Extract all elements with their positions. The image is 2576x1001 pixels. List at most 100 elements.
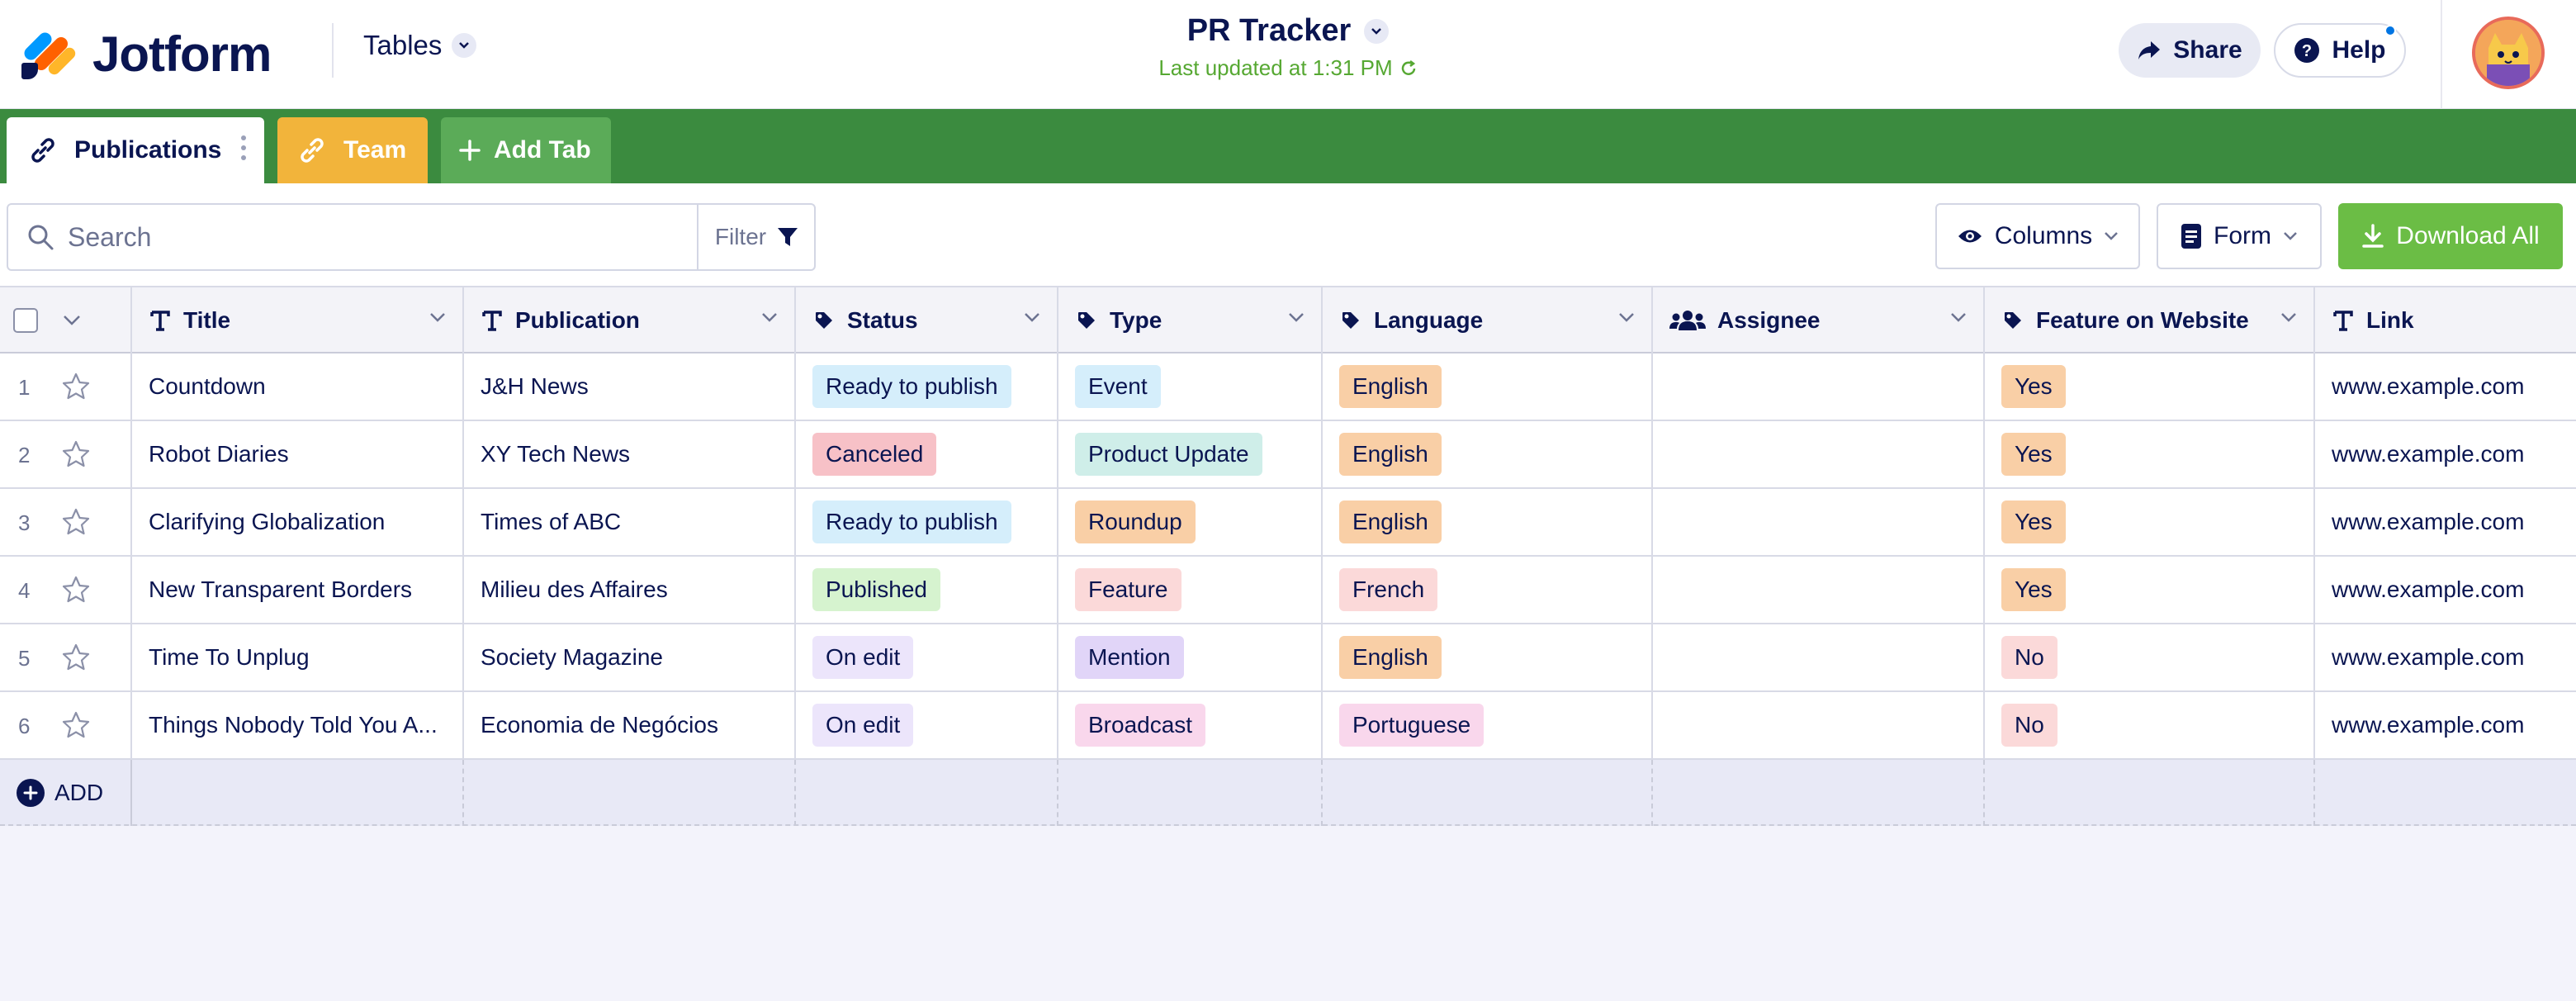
status-tag: Published [812,568,940,611]
column-header-status[interactable]: Status [796,287,1058,353]
brand-name: Jotform [92,26,272,82]
cell-feature[interactable]: Yes [1985,489,2315,555]
download-all-button[interactable]: Download All [2338,203,2563,269]
column-header-type[interactable]: Type [1058,287,1323,353]
add-row-button[interactable]: ADD [0,760,132,826]
cell-link[interactable]: www.example.com [2315,624,2576,690]
cell-type[interactable]: Mention [1058,624,1323,690]
tab-publications[interactable]: Publications [7,117,264,183]
table-row[interactable]: 3 Clarifying Globalization Times of ABC Rea… [0,489,2576,557]
chevron-down-icon[interactable] [63,315,81,326]
cell-title[interactable]: Things Nobody Told You A... [132,692,464,758]
status-tag: Ready to publish [812,500,1011,543]
star-icon[interactable] [61,372,91,401]
cell-status[interactable]: Ready to publish [796,353,1058,420]
column-header-assignee[interactable]: Assignee [1653,287,1985,353]
table-title-area: PR Tracker Last updated at 1:31 PM [1139,13,1437,81]
cell-title[interactable]: Clarifying Globalization [132,489,464,555]
cell-language[interactable]: English [1323,421,1653,487]
tab-options-icon[interactable] [241,135,246,160]
help-button[interactable]: ? Help [2274,23,2406,78]
star-icon[interactable] [61,643,91,672]
columns-button[interactable]: Columns [1935,203,2140,269]
page-title: PR Tracker [1186,13,1352,48]
column-header-feature-on-website[interactable]: Feature on Website [1985,287,2315,353]
cell-language[interactable]: Portuguese [1323,692,1653,758]
cell-assignee[interactable] [1653,489,1985,555]
cell-status[interactable]: Canceled [796,421,1058,487]
column-publication-label: Publication [515,307,640,333]
cell-feature[interactable]: Yes [1985,557,2315,623]
filter-button[interactable]: Filter [697,205,816,269]
column-header-language[interactable]: Language [1323,287,1653,353]
star-icon[interactable] [61,439,91,469]
tab-publications-label: Publications [74,136,222,164]
cell-status[interactable]: Ready to publish [796,489,1058,555]
table-title-button[interactable]: PR Tracker [1139,13,1437,49]
table-row[interactable]: 2 Robot Diaries XY Tech News Canceled Produc… [0,421,2576,489]
cell-language[interactable]: English [1323,353,1653,420]
cell-link[interactable]: www.example.com [2315,692,2576,758]
cell-feature[interactable]: No [1985,692,2315,758]
cell-type[interactable]: Broadcast [1058,692,1323,758]
table-row[interactable]: 5 Time To Unplug Society Magazine On edit Me… [0,624,2576,692]
cell-assignee[interactable] [1653,624,1985,690]
cell-language[interactable]: English [1323,489,1653,555]
cell-link[interactable]: www.example.com [2315,421,2576,487]
cell-assignee[interactable] [1653,557,1985,623]
star-icon[interactable] [61,710,91,740]
cell-assignee[interactable] [1653,421,1985,487]
star-icon[interactable] [61,507,91,537]
column-header-title[interactable]: Title [132,287,464,353]
notification-dot [2384,25,2396,36]
cell-title[interactable]: Robot Diaries [132,421,464,487]
jotform-logo[interactable]: Jotform [20,25,272,83]
cell-link[interactable]: www.example.com [2315,353,2576,420]
cell-feature[interactable]: No [1985,624,2315,690]
cell-language[interactable]: French [1323,557,1653,623]
column-header-publication[interactable]: Publication [464,287,796,353]
cell-publication[interactable]: Economia de Negócios [464,692,796,758]
cell-status[interactable]: On edit [796,692,1058,758]
cell-feature[interactable]: Yes [1985,353,2315,420]
plus-circle-icon [17,779,45,807]
column-type-label: Type [1110,307,1163,333]
cell-publication[interactable]: Society Magazine [464,624,796,690]
search-input[interactable] [68,216,679,258]
cell-type[interactable]: Product Update [1058,421,1323,487]
tables-menu-button[interactable]: Tables [363,30,477,61]
cell-title[interactable]: New Transparent Borders [132,557,464,623]
table-row[interactable]: 4 New Transparent Borders Milieu des Affai… [0,557,2576,624]
table-row[interactable]: 1 Countdown J&H News Ready to publish Event E… [0,353,2576,421]
star-icon[interactable] [61,575,91,605]
cell-status[interactable]: On edit [796,624,1058,690]
cell-link[interactable]: www.example.com [2315,489,2576,555]
cell-link[interactable]: www.example.com [2315,557,2576,623]
language-tag: English [1339,500,1442,543]
feature-tag: Yes [2001,568,2066,611]
cell-assignee[interactable] [1653,692,1985,758]
column-header-link[interactable]: Link [2315,287,2576,353]
table-row[interactable]: 6 Things Nobody Told You A... Economia de … [0,692,2576,760]
cell-status[interactable]: Published [796,557,1058,623]
cell-type[interactable]: Feature [1058,557,1323,623]
cell-title[interactable]: Time To Unplug [132,624,464,690]
cell-publication[interactable]: Times of ABC [464,489,796,555]
cell-type[interactable]: Roundup [1058,489,1323,555]
cell-publication[interactable]: Milieu des Affaires [464,557,796,623]
cell-publication[interactable]: J&H News [464,353,796,420]
cell-assignee[interactable] [1653,353,1985,420]
share-button[interactable]: Share [2119,23,2261,78]
form-button[interactable]: Form [2157,203,2322,269]
user-avatar[interactable] [2472,17,2545,89]
jotform-logo-icon [20,25,78,83]
cell-language[interactable]: English [1323,624,1653,690]
tag-icon [1339,309,1362,332]
add-tab-button[interactable]: Add Tab [441,117,611,183]
cell-feature[interactable]: Yes [1985,421,2315,487]
tab-team[interactable]: Team [277,117,428,183]
cell-type[interactable]: Event [1058,353,1323,420]
cell-publication[interactable]: XY Tech News [464,421,796,487]
cell-title[interactable]: Countdown [132,353,464,420]
select-all-checkbox[interactable] [13,308,38,333]
